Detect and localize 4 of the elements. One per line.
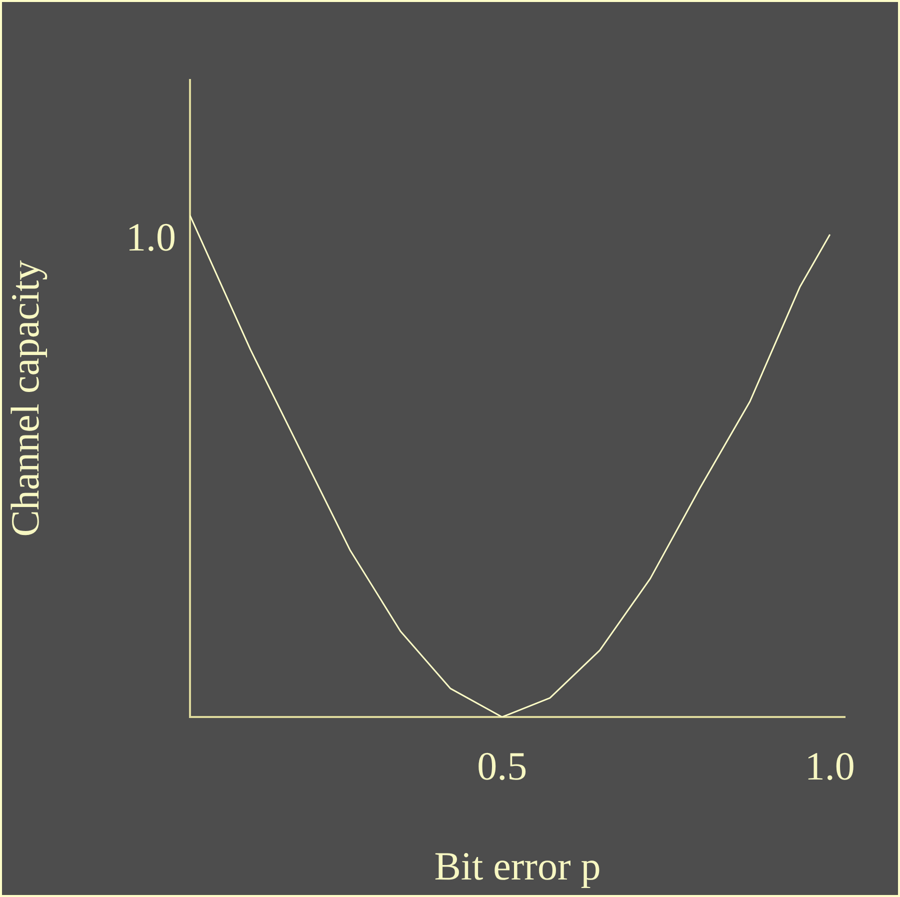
x-tick-label: 0.5 bbox=[477, 744, 528, 788]
y-axis-title: Channel capacity bbox=[2, 260, 48, 537]
x-axis-title: Bit error p bbox=[434, 844, 601, 888]
text: 1.0 bbox=[126, 214, 176, 260]
